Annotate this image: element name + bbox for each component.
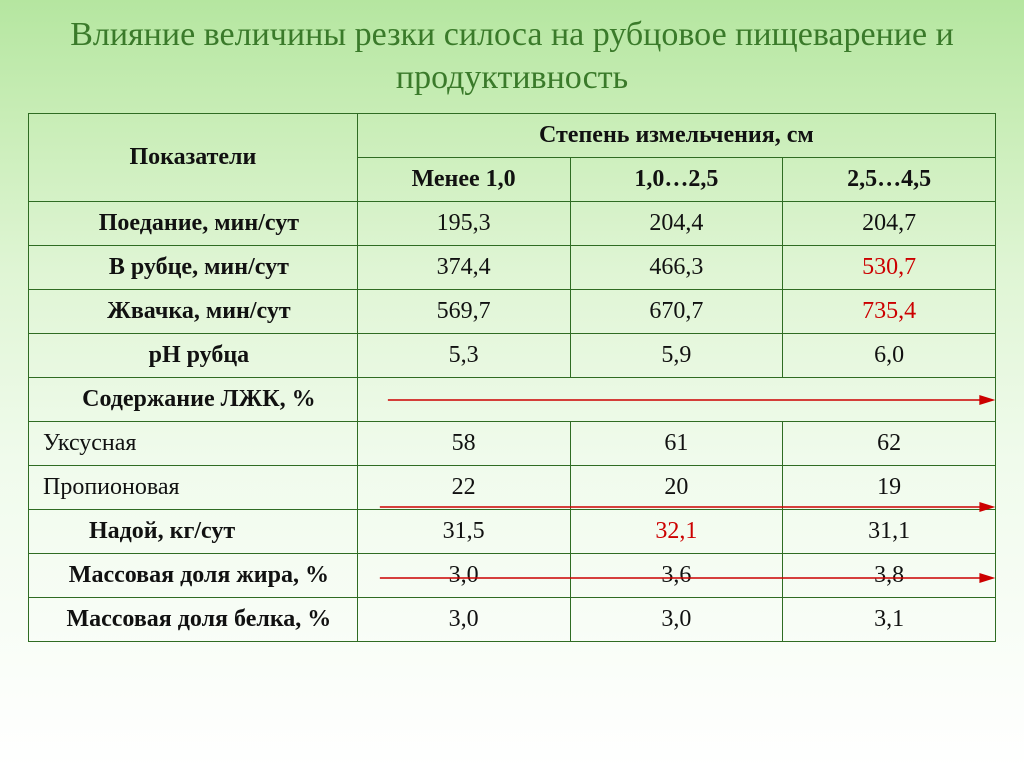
- val-propionic-1: 22: [357, 466, 570, 510]
- row-vfa: Содержание ЛЖК, %: [29, 378, 996, 422]
- row-fat: Массовая доля жира, % 3,0 3,6 3,8: [29, 554, 996, 598]
- row-eating: Поедание, мин/сут 195,3 204,4 204,7: [29, 202, 996, 246]
- label-protein: Массовая доля белка, %: [29, 598, 358, 642]
- val-eating-2: 204,4: [570, 202, 783, 246]
- label-vfa: Содержание ЛЖК, %: [29, 378, 358, 422]
- val-protein-2: 3,0: [570, 598, 783, 642]
- header-col2: 1,0…2,5: [570, 158, 783, 202]
- val-eating-3: 204,7: [783, 202, 996, 246]
- label-acetic: Уксусная: [29, 422, 358, 466]
- val-ph-3: 6,0: [783, 334, 996, 378]
- val-fat-3: 3,8: [783, 554, 996, 598]
- val-fat-2: 3,6: [570, 554, 783, 598]
- label-rumen: В рубце, мин/сут: [29, 246, 358, 290]
- header-row-1: Показатели Степень измельчения, см: [29, 114, 996, 158]
- trend-arrow-icon: [358, 390, 995, 410]
- val-fat-3-text: 3,8: [874, 562, 904, 588]
- label-eating: Поедание, мин/сут: [29, 202, 358, 246]
- val-eating-1: 195,3: [357, 202, 570, 246]
- data-table: Показатели Степень измельчения, см Менее…: [28, 113, 996, 642]
- header-col3: 2,5…4,5: [783, 158, 996, 202]
- val-fat-1: 3,0: [357, 554, 570, 598]
- val-propionic-3: 19: [783, 466, 996, 510]
- label-yield: Надой, кг/сут: [29, 510, 358, 554]
- val-chewing-1: 569,7: [357, 290, 570, 334]
- row-acetic: Уксусная 58 61 62: [29, 422, 996, 466]
- val-yield-1: 31,5: [357, 510, 570, 554]
- val-rumen-2: 466,3: [570, 246, 783, 290]
- val-ph-1: 5,3: [357, 334, 570, 378]
- row-propionic: Пропионовая 22 20 19: [29, 466, 996, 510]
- label-fat: Массовая доля жира, %: [29, 554, 358, 598]
- val-acetic-1: 58: [357, 422, 570, 466]
- label-chewing: Жвачка, мин/сут: [29, 290, 358, 334]
- header-grinding: Степень измельчения, см: [357, 114, 995, 158]
- row-protein: Массовая доля белка, % 3,0 3,0 3,1: [29, 598, 996, 642]
- val-propionic-2: 20: [570, 466, 783, 510]
- val-yield-3: 31,1: [783, 510, 996, 554]
- header-indicators: Показатели: [29, 114, 358, 202]
- page-title: Влияние величины резки силоса на рубцово…: [0, 0, 1024, 113]
- val-chewing-2: 670,7: [570, 290, 783, 334]
- row-rumen: В рубце, мин/сут 374,4 466,3 530,7: [29, 246, 996, 290]
- val-propionic-3-text: 19: [877, 474, 901, 500]
- label-propionic: Пропионовая: [29, 466, 358, 510]
- vfa-arrow-cell: [357, 378, 995, 422]
- header-col1: Менее 1,0: [357, 158, 570, 202]
- val-acetic-3: 62: [783, 422, 996, 466]
- label-ph: рН рубца: [29, 334, 358, 378]
- val-acetic-2: 61: [570, 422, 783, 466]
- val-ph-2: 5,9: [570, 334, 783, 378]
- row-ph: рН рубца 5,3 5,9 6,0: [29, 334, 996, 378]
- val-chewing-3: 735,4: [783, 290, 996, 334]
- row-yield: Надой, кг/сут 31,5 32,1 31,1: [29, 510, 996, 554]
- val-protein-1: 3,0: [357, 598, 570, 642]
- val-protein-3: 3,1: [783, 598, 996, 642]
- val-rumen-3: 530,7: [783, 246, 996, 290]
- data-table-wrap: Показатели Степень измельчения, см Менее…: [0, 113, 1024, 642]
- val-rumen-1: 374,4: [357, 246, 570, 290]
- row-chewing: Жвачка, мин/сут 569,7 670,7 735,4: [29, 290, 996, 334]
- val-yield-2: 32,1: [570, 510, 783, 554]
